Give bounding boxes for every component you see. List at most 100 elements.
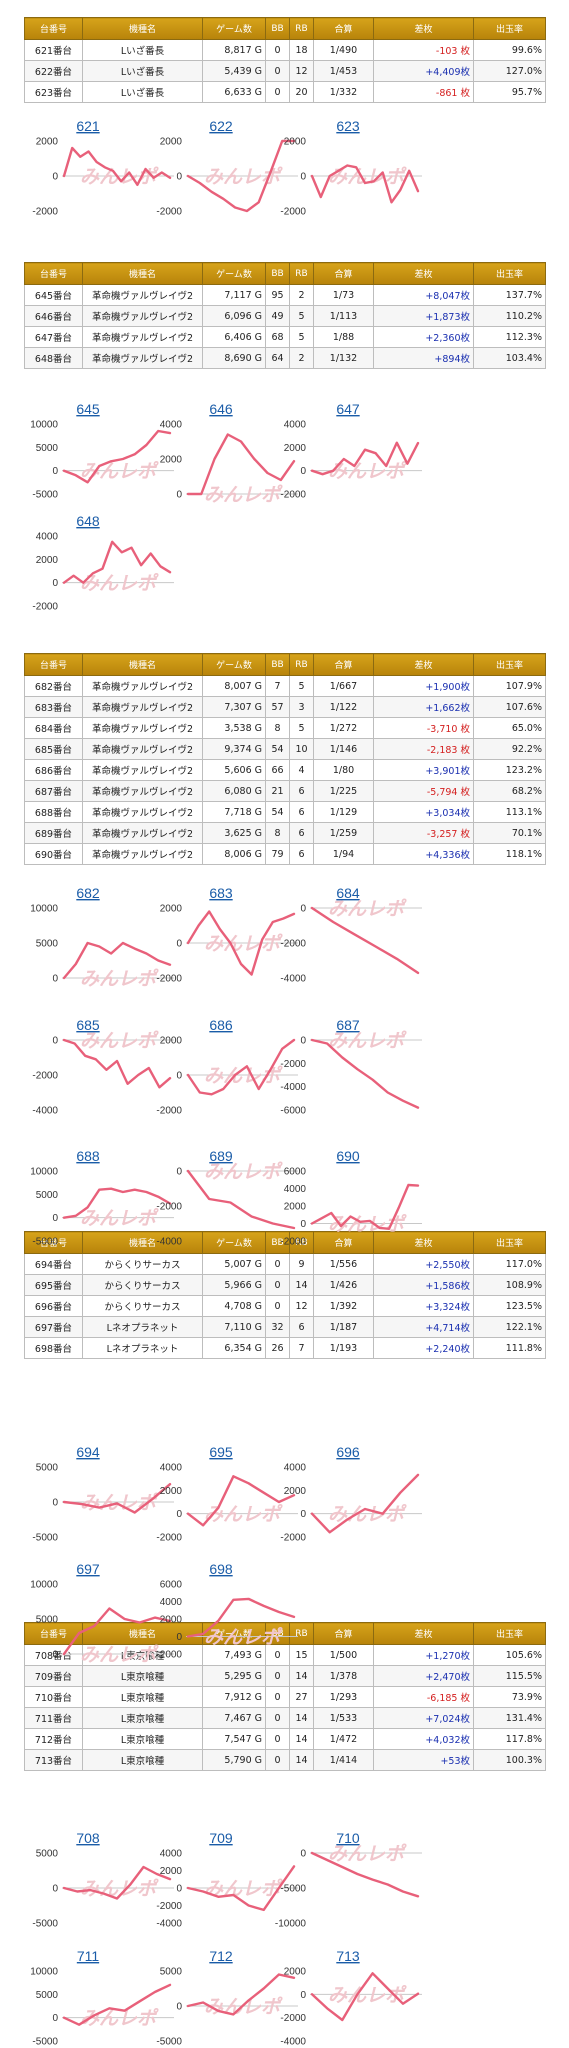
graph-title-link[interactable]: 682 (76, 885, 100, 901)
table-row[interactable]: 622番台 Lいざ番長 5,439 G 0 12 1/453 +4,409枚 127.0% (24, 60, 546, 82)
table-row[interactable]: 683番台 革命機ヴァルヴレイヴ2 7,307 G 57 3 1/122 +1,662枚 10… (24, 696, 546, 718)
watermark-logo: みんレポ (204, 1504, 283, 1526)
table-cell: 688番台 (24, 801, 83, 823)
table-row[interactable]: 709番台 L東京喰種 5,295 G 0 14 1/378 +2,470枚 115.5% (24, 1665, 546, 1687)
table-row[interactable]: 646番台 革命機ヴァルヴレイヴ2 6,096 G 49 5 1/113 +1,873枚 11… (24, 305, 546, 327)
table-row[interactable]: 690番台 革命機ヴァルヴレイヴ2 8,006 G 79 6 1/94 +4,336枚 118… (24, 843, 546, 865)
table-cell: 2 (289, 284, 314, 306)
graph-title-link[interactable]: 710 (336, 1830, 360, 1846)
graph-title-link[interactable]: 621 (76, 118, 100, 134)
y-tick-label: -2000 (280, 207, 306, 218)
table-row[interactable]: 694番台 からくりサーカス 5,007 G 0 9 1/556 +2,550枚 117.0% (24, 1253, 546, 1275)
graph-title-link[interactable]: 622 (209, 118, 233, 134)
table-cell: 8,006 G (202, 843, 266, 865)
table-cell: 革命機ヴァルヴレイヴ2 (82, 326, 203, 348)
table-row[interactable]: 713番台 L東京喰種 5,790 G 0 14 1/414 +53枚 100.3% (24, 1749, 546, 1771)
column-header: 合算 (313, 653, 374, 676)
graph-title-link[interactable]: 623 (336, 118, 360, 134)
graph-title-link[interactable]: 698 (209, 1561, 233, 1577)
table-row[interactable]: 682番台 革命機ヴァルヴレイヴ2 8,007 G 7 5 1/667 +1,900枚 107… (24, 675, 546, 697)
table-cell: 1/146 (313, 738, 374, 760)
table-cell: 革命機ヴァルヴレイヴ2 (82, 822, 203, 844)
table-cell: 6 (289, 843, 314, 865)
y-tick-label: 0 (52, 1498, 58, 1509)
table-row[interactable]: 711番台 L東京喰種 7,467 G 0 14 1/533 +7,024枚 131.4% (24, 1707, 546, 1729)
column-header: RB (289, 1231, 314, 1254)
graph-title-link[interactable]: 683 (209, 885, 233, 901)
table-cell: 123.2% (473, 759, 546, 781)
table-cell: 6,406 G (202, 326, 266, 348)
table-row[interactable]: 623番台 Lいざ番長 6,633 G 0 20 1/332 -861 枚 95.7% (24, 81, 546, 103)
column-header: 台番号 (24, 17, 83, 40)
table-row[interactable]: 685番台 革命機ヴァルヴレイヴ2 9,374 G 54 10 1/146 -2,183 枚… (24, 738, 546, 760)
graph-title-link[interactable]: 708 (76, 1830, 100, 1846)
table-cell: 696番台 (24, 1295, 83, 1317)
graph-title-link[interactable]: 712 (209, 1948, 233, 1964)
graph-title-link[interactable]: 713 (336, 1948, 360, 1964)
table-cell: 697番台 (24, 1316, 83, 1338)
table-body: 621番台 Lいざ番長 8,817 G 0 18 1/490 -103 枚 99.6% 622番… (24, 39, 546, 103)
table-row[interactable]: 648番台 革命機ヴァルヴレイヴ2 8,690 G 64 2 1/132 +894枚 103.… (24, 347, 546, 369)
table-cell: 8 (265, 822, 290, 844)
table-row[interactable]: 710番台 L東京喰種 7,912 G 0 27 1/293 -6,185 枚 73.9% (24, 1686, 546, 1708)
table-header-row: 台番号 機種名 ゲーム数 BB RB 合算 差枚 出玉率 (24, 1622, 546, 1645)
graph-title-link[interactable]: 684 (336, 885, 360, 901)
table-row[interactable]: 645番台 革命機ヴァルヴレイヴ2 7,117 G 95 2 1/73 +8,047枚 137… (24, 284, 546, 306)
table-cell: Lいざ番長 (82, 81, 203, 103)
table-row[interactable]: 688番台 革命機ヴァルヴレイヴ2 7,718 G 54 6 1/129 +3,034枚 11… (24, 801, 546, 823)
table-cell: 1/225 (313, 780, 374, 802)
table-row[interactable]: 686番台 革命機ヴァルヴレイヴ2 5,606 G 66 4 1/80 +3,901枚 123… (24, 759, 546, 781)
y-tick-label: 0 (176, 172, 182, 183)
table-cell: 8,690 G (202, 347, 266, 369)
table-row[interactable]: 708番台 L東京喰種 7,493 G 0 15 1/500 +1,270枚 105.6% (24, 1644, 546, 1666)
graph-title-link[interactable]: 696 (336, 1444, 360, 1460)
table-cell: 4 (289, 759, 314, 781)
table-row[interactable]: 697番台 Lネオプラネット 7,110 G 32 6 1/187 +4,714枚 122.1… (24, 1316, 546, 1338)
graph-title-link[interactable]: 695 (209, 1444, 233, 1460)
y-tick-label: 10000 (30, 904, 58, 915)
graph-title-link[interactable]: 690 (336, 1148, 360, 1164)
table-cell: +1,586枚 (373, 1274, 474, 1296)
table-row[interactable]: 695番台 からくりサーカス 5,966 G 0 14 1/426 +1,586枚 108.9… (24, 1274, 546, 1296)
y-tick-label: -2000 (280, 939, 306, 950)
y-tick-label: -4000 (156, 1237, 182, 1248)
table-cell: 0 (265, 39, 290, 61)
graph-title-link[interactable]: 709 (209, 1830, 233, 1846)
graph-title-link[interactable]: 711 (77, 1948, 100, 1964)
table-body: 694番台 からくりサーカス 5,007 G 0 9 1/556 +2,550枚 117.0%… (24, 1253, 546, 1359)
graph-title-link[interactable]: 688 (76, 1148, 100, 1164)
table-cell: 687番台 (24, 780, 83, 802)
graph-title-link[interactable]: 686 (209, 1017, 233, 1033)
table-cell: 15 (289, 1644, 314, 1666)
table-cell: 68 (265, 326, 290, 348)
table-row[interactable]: 621番台 Lいざ番長 8,817 G 0 18 1/490 -103 枚 99.6% (24, 39, 546, 61)
graph-title-link[interactable]: 645 (76, 401, 100, 417)
column-header: 差枚 (373, 262, 474, 285)
column-header: ゲーム数 (202, 1231, 266, 1254)
graph-title-link[interactable]: 685 (76, 1017, 100, 1033)
graph-title-link[interactable]: 647 (336, 401, 360, 417)
graph-title-link[interactable]: 687 (336, 1017, 360, 1033)
graph-title-link[interactable]: 689 (209, 1148, 233, 1164)
y-tick-label: 4000 (284, 1184, 307, 1195)
graph-title-link[interactable]: 697 (76, 1561, 100, 1577)
slump-graph-682: 682 10000 5000 0 みんレポ (30, 885, 174, 990)
table-row[interactable]: 689番台 革命機ヴァルヴレイヴ2 3,625 G 8 6 1/259 -3,257 枚 70… (24, 822, 546, 844)
graph-title-link[interactable]: 648 (76, 513, 100, 529)
table-header-row: 台番号 機種名 ゲーム数 BB RB 合算 差枚 出玉率 (24, 653, 546, 676)
slump-graph-709: 709 4000 2000 0 -2000 -4000 みんレポ (156, 1830, 298, 1930)
y-tick-label: 2000 (160, 137, 183, 148)
table-row[interactable]: 712番台 L東京喰種 7,547 G 0 14 1/472 +4,032枚 117.8% (24, 1728, 546, 1750)
table-row[interactable]: 647番台 革命機ヴァルヴレイヴ2 6,406 G 68 5 1/88 +2,360枚 112… (24, 326, 546, 348)
table-row[interactable]: 684番台 革命機ヴァルヴレイヴ2 3,538 G 8 5 1/272 -3,710 枚 65… (24, 717, 546, 739)
y-tick-label: -2000 (156, 1106, 182, 1117)
column-header: 機種名 (82, 262, 203, 285)
graph-title-link[interactable]: 646 (209, 401, 233, 417)
table-cell: 95.7% (473, 81, 546, 103)
graph-title-link[interactable]: 694 (76, 1444, 100, 1460)
table-row[interactable]: 696番台 からくりサーカス 4,708 G 0 12 1/392 +3,324枚 123.5… (24, 1295, 546, 1317)
table-row[interactable]: 698番台 Lネオプラネット 6,354 G 26 7 1/193 +2,240枚 111.8… (24, 1337, 546, 1359)
table-cell: 623番台 (24, 81, 83, 103)
table-cell: 革命機ヴァルヴレイヴ2 (82, 347, 203, 369)
